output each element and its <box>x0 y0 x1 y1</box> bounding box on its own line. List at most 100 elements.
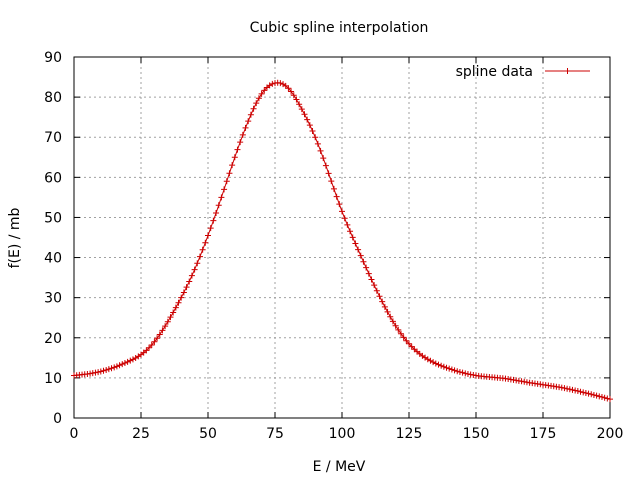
data-point-marker <box>188 272 195 279</box>
data-point-marker <box>242 124 249 131</box>
data-point-marker <box>148 341 155 348</box>
data-point-marker <box>347 228 354 235</box>
data-point-marker <box>320 155 327 162</box>
data-point-marker <box>231 154 238 161</box>
y-axis-label: f(E) / mb <box>7 207 23 268</box>
data-point-marker <box>582 389 589 396</box>
data-point-marker <box>462 370 469 377</box>
data-point-marker <box>593 392 600 399</box>
data-point-marker <box>266 82 273 89</box>
data-point-marker <box>221 186 228 193</box>
data-point-marker <box>215 202 222 209</box>
data-point-marker <box>288 88 295 95</box>
data-point-marker <box>285 85 292 92</box>
data-point-marker <box>432 360 439 367</box>
data-point-marker <box>392 322 399 329</box>
data-point-marker <box>237 139 244 146</box>
data-point-marker <box>459 369 466 376</box>
data-point-marker <box>328 178 335 185</box>
y-tick-label: 60 <box>44 170 62 186</box>
data-point-marker <box>143 347 150 354</box>
data-point-marker <box>574 388 581 395</box>
data-point-marker <box>330 185 337 192</box>
data-point-marker <box>121 360 128 367</box>
data-point-marker <box>162 323 169 330</box>
x-tick-label: 100 <box>329 426 356 442</box>
data-point-marker <box>103 367 110 374</box>
data-point-marker <box>258 90 265 97</box>
data-point-marker <box>400 334 407 341</box>
data-point-marker <box>186 278 193 285</box>
data-point-marker <box>585 390 592 397</box>
data-point-marker <box>113 363 120 370</box>
legend-label: spline data <box>456 64 533 80</box>
data-point-marker <box>580 389 587 396</box>
data-point-marker <box>456 368 463 375</box>
x-tick-label: 125 <box>396 426 423 442</box>
data-point-marker <box>564 385 571 392</box>
data-point-marker <box>341 215 348 222</box>
data-point-marker <box>175 299 182 306</box>
data-point-marker <box>218 194 225 201</box>
data-point-marker <box>213 210 220 217</box>
y-tick-label: 80 <box>44 90 62 106</box>
data-point-marker <box>111 364 118 371</box>
data-point-marker <box>381 303 388 310</box>
data-point-marker <box>199 246 206 253</box>
data-point-marker <box>333 193 340 200</box>
data-point-marker <box>371 282 378 289</box>
y-tick-label: 40 <box>44 251 62 267</box>
data-point-marker <box>561 385 568 392</box>
data-point-marker <box>314 140 321 147</box>
data-point-marker <box>566 386 573 393</box>
grid-lines <box>74 57 610 418</box>
data-point-marker <box>572 387 579 394</box>
data-point-marker <box>443 364 450 371</box>
x-tick-label: 50 <box>199 426 217 442</box>
data-point-marker <box>365 270 372 277</box>
data-point-marker <box>100 367 107 374</box>
data-point-marker <box>290 92 297 99</box>
data-point-marker <box>239 131 246 138</box>
data-point-marker <box>105 366 112 373</box>
data-point-marker <box>298 106 305 113</box>
data-point-marker <box>397 330 404 337</box>
data-point-marker <box>352 240 359 247</box>
y-tick-label: 10 <box>44 371 62 387</box>
data-point-marker <box>373 287 380 294</box>
data-point-marker <box>164 318 171 325</box>
data-point-marker <box>277 80 284 87</box>
y-tick-label: 20 <box>44 331 62 347</box>
data-point-marker <box>167 314 174 321</box>
data-point-marker <box>154 335 161 342</box>
data-point-marker <box>577 388 584 395</box>
data-point-marker <box>223 178 230 185</box>
data-point-marker <box>312 134 319 141</box>
data-point-marker <box>339 208 345 215</box>
data-point-marker <box>344 221 351 228</box>
data-point-marker <box>156 331 163 338</box>
data-point-marker <box>226 170 233 177</box>
legend-plus-marker <box>564 68 571 74</box>
data-point-marker <box>180 289 187 296</box>
data-point-marker <box>170 309 177 316</box>
x-tick-label: 75 <box>266 426 284 442</box>
data-point-marker <box>196 253 203 260</box>
x-tick-label: 175 <box>530 426 557 442</box>
data-point-marker <box>363 264 370 271</box>
data-point-marker <box>119 361 126 368</box>
data-point-marker <box>558 384 565 391</box>
data-point-marker <box>210 217 217 224</box>
data-point-marker <box>430 359 437 366</box>
data-point-marker <box>304 116 311 123</box>
data-point-marker <box>229 162 236 169</box>
data-point-marker <box>207 225 214 232</box>
data-point-marker <box>387 313 394 320</box>
data-point-marker <box>253 100 260 107</box>
data-point-marker <box>588 391 595 398</box>
data-point-marker <box>146 344 153 351</box>
y-tick-label: 70 <box>44 130 62 146</box>
y-tick-label: 90 <box>44 50 62 66</box>
data-point-marker <box>598 394 605 401</box>
data-point-marker <box>451 367 458 374</box>
